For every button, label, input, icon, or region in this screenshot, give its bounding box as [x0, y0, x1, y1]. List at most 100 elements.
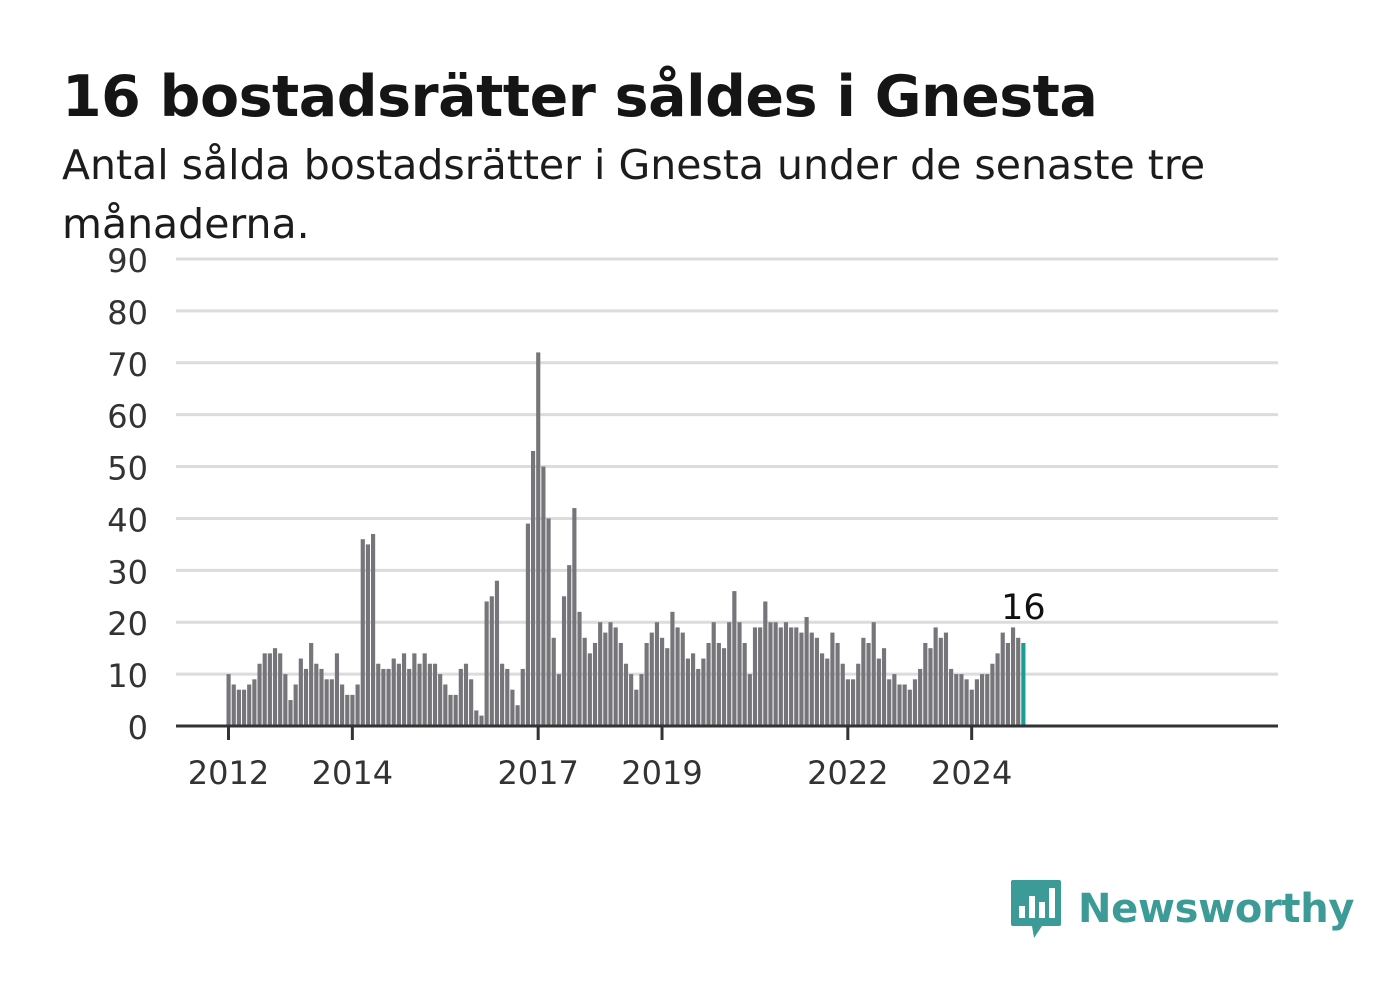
bar	[711, 622, 716, 726]
bar	[257, 663, 262, 726]
bar	[618, 642, 623, 726]
bar	[799, 632, 804, 726]
bar	[371, 534, 376, 726]
bar	[613, 627, 618, 726]
y-tick-label: 40	[107, 501, 148, 539]
gridlines	[176, 257, 1278, 676]
bar	[267, 653, 272, 726]
bar	[598, 622, 603, 726]
bar	[531, 450, 536, 726]
bar	[231, 684, 236, 726]
bar	[479, 715, 484, 726]
bar	[907, 689, 912, 726]
bar	[856, 663, 861, 726]
brand-name: Newsworthy	[1078, 886, 1355, 932]
bar	[732, 591, 737, 726]
brand-logo: Newsworthy	[1010, 878, 1355, 940]
bar	[809, 632, 814, 726]
bar	[871, 622, 876, 726]
bar	[887, 679, 892, 726]
bar	[247, 684, 252, 726]
bar	[463, 663, 469, 726]
bar	[820, 653, 825, 726]
bar	[706, 642, 711, 726]
y-tick-label: 10	[107, 657, 148, 695]
bar	[959, 674, 964, 726]
bar	[696, 668, 701, 726]
bar	[401, 653, 407, 726]
bar	[360, 539, 365, 726]
y-tick-label: 0	[128, 709, 148, 747]
bar	[665, 648, 670, 726]
bar	[551, 637, 556, 726]
y-tick-label: 30	[107, 553, 148, 591]
bar	[582, 637, 587, 726]
bar	[974, 679, 979, 726]
bar	[226, 674, 231, 726]
bar	[458, 668, 463, 726]
x-tick-label: 2019	[621, 754, 702, 792]
bar	[990, 663, 995, 726]
y-tick-label: 80	[107, 294, 148, 332]
bar	[489, 596, 494, 726]
bar	[881, 648, 887, 726]
bars	[226, 352, 1026, 726]
bar	[835, 642, 840, 726]
bar	[469, 679, 474, 726]
bar	[355, 684, 360, 726]
bar	[721, 648, 727, 726]
bar	[484, 601, 489, 726]
bar	[825, 658, 830, 726]
bar	[453, 694, 458, 726]
bar	[876, 658, 881, 726]
bar	[536, 352, 541, 726]
bar	[572, 508, 577, 726]
chart-subtitle: Antal sålda bostadsrätter i Gnesta under…	[62, 141, 1206, 248]
bar	[592, 642, 598, 726]
bar	[422, 653, 427, 726]
bar	[329, 679, 334, 726]
bar	[773, 622, 778, 726]
bar	[1016, 637, 1021, 726]
bar	[541, 466, 546, 726]
bar	[789, 627, 794, 726]
chart-title: 16 bostadsrätter såldes i Gnesta	[62, 64, 1098, 130]
bar	[412, 653, 417, 726]
bar	[892, 674, 897, 726]
bar	[918, 668, 923, 726]
x-tick-label: 2014	[312, 754, 393, 792]
bar	[675, 627, 680, 726]
bar	[417, 663, 422, 726]
bar	[432, 663, 438, 726]
bar	[438, 674, 443, 726]
bar	[510, 689, 515, 726]
bar	[701, 658, 706, 726]
bar	[969, 689, 974, 726]
y-tick-label: 20	[107, 605, 148, 643]
bar	[443, 684, 448, 726]
bar	[515, 705, 520, 726]
bar	[252, 679, 257, 726]
bar	[567, 565, 572, 726]
bar	[727, 622, 732, 726]
bar	[381, 668, 386, 726]
bar	[680, 632, 685, 726]
x-tick-label: 2024	[931, 754, 1012, 792]
bar	[644, 642, 649, 726]
bar	[685, 658, 690, 726]
bar	[670, 611, 675, 726]
y-tick-label: 90	[107, 242, 148, 280]
bar	[902, 684, 907, 726]
bar	[980, 674, 985, 726]
bar	[923, 642, 928, 726]
bar	[1005, 642, 1010, 726]
bar	[577, 611, 582, 726]
bar	[334, 653, 340, 726]
bar	[995, 653, 1000, 726]
bar	[768, 622, 773, 726]
x-tick-label: 2022	[807, 754, 888, 792]
bar	[350, 694, 355, 726]
bar	[546, 518, 551, 726]
bar	[938, 637, 943, 726]
